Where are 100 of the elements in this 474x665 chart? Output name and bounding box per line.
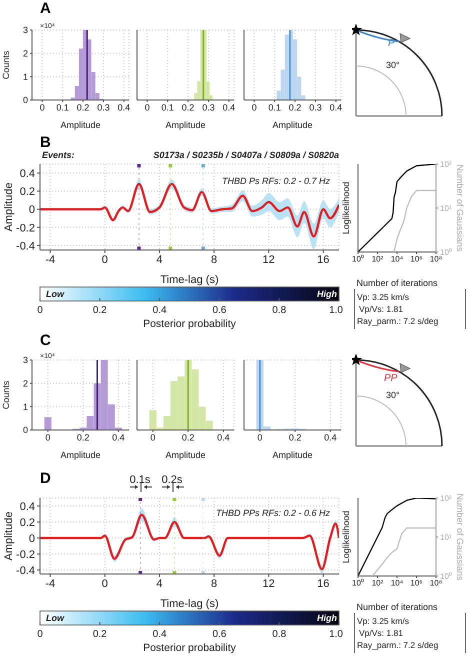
color-bar-label: 0 <box>37 629 44 640</box>
color-bar-label: 1.0 <box>329 305 344 316</box>
y-tick-label: 10¹ <box>440 204 452 213</box>
text: Low <box>46 613 64 624</box>
x-tick-label: 0.2 <box>288 102 302 112</box>
annotation: THBD Ps RFs: 0.2 - 0.7 Hz <box>222 176 330 187</box>
x-axis-title: Time-lag (s) <box>160 274 219 286</box>
y-axis-title: Number of Gaussians <box>454 164 465 252</box>
text: 30° <box>386 390 400 401</box>
y-tick-label: 0.2 <box>20 516 35 529</box>
text: 0.2s <box>162 474 182 487</box>
color-bar-label: 0 <box>37 305 44 316</box>
x-axis-title: Time-lag (s) <box>160 598 219 610</box>
color-bar-label: 0.4 <box>152 629 167 640</box>
y-axis-title: Counts <box>1 380 12 410</box>
y-tick-label: 0 <box>22 425 28 436</box>
color-bar-label: 0.8 <box>272 629 287 640</box>
text: Vp: 3.25 km/s <box>357 292 409 302</box>
x-tick-label: 0 <box>102 578 108 590</box>
x-tick-label: 0 <box>144 102 150 112</box>
y-tick-label: -0.4 <box>16 240 35 252</box>
text: 0.1s <box>130 474 150 487</box>
x-tick-label: 0 <box>45 432 50 442</box>
text: Ray_parm.: 7.2 s/deg <box>357 316 438 326</box>
x-tick-label: 16 <box>317 578 330 590</box>
chart-title: B <box>40 134 51 152</box>
x-tick-label: -4 <box>45 254 56 266</box>
y-tick-label: 0.4 <box>20 168 35 180</box>
y-tick-label: 2 <box>22 48 28 59</box>
color-bar-title: Posterior probability <box>143 642 237 654</box>
text: High <box>317 613 337 624</box>
x-tick-label: 10⁰ <box>352 254 364 264</box>
x-tick-label: 0 <box>252 102 257 112</box>
color-bar-label: 0.6 <box>212 629 227 640</box>
x-tick-label: 0.2 <box>288 432 302 442</box>
color-bar-label: 0.8 <box>272 305 287 316</box>
chart-title: A <box>40 0 51 18</box>
x-tick-label: 0.4 <box>112 432 125 442</box>
text: High <box>317 289 337 300</box>
text: S0173a / S0235b / S0407a / S0809a / S0820a <box>153 150 339 161</box>
x-tick-label: 10⁴ <box>390 578 404 588</box>
y-axis-title: Loglikelihood <box>341 510 352 564</box>
color-bar-label: 0.4 <box>152 305 167 316</box>
y-axis-title: Counts <box>1 50 12 80</box>
x-tick-label: 10⁴ <box>390 254 404 264</box>
x-tick-label: 10⁸ <box>430 578 442 588</box>
x-tick-label: 0.1 <box>161 102 174 112</box>
x-tick-label: 4 <box>156 254 163 266</box>
x-tick-label: 0 <box>150 432 156 442</box>
x-tick-label: 8 <box>211 578 218 590</box>
x-tick-label: 0.4 <box>222 102 236 112</box>
x-tick-label: 0.3 <box>202 102 215 112</box>
x-axis-title: Number of iterations <box>356 278 438 288</box>
text: 30° <box>386 60 400 71</box>
x-tick-label: 12 <box>262 578 275 590</box>
x-tick-label: 0.4 <box>324 432 337 442</box>
color-bar-label: 0.2 <box>92 629 108 640</box>
x-tick-label: 0.3 <box>309 102 322 112</box>
y-tick-label: -0.2 <box>16 222 35 234</box>
x-tick-label: 0.4 <box>217 432 230 442</box>
x-axis-title: Amplitude <box>60 120 101 130</box>
chart-title: C <box>40 332 51 350</box>
x-tick-label: 0.2 <box>182 102 194 112</box>
y-tick-label: 10² <box>440 494 452 503</box>
text: Events: <box>42 150 75 161</box>
y-tick-label: 0 <box>22 95 28 106</box>
x-tick-label: 0.2 <box>76 102 90 112</box>
text: Low <box>46 289 64 300</box>
y-tick-label: -0.4 <box>16 564 35 577</box>
text: Vp/Vs: 1.81 <box>359 304 403 314</box>
x-tick-label: -4 <box>45 578 56 590</box>
x-axis-title: Number of iterations <box>356 602 438 612</box>
y-tick-label: 1 <box>22 72 28 82</box>
y-tick-label: 0.4 <box>20 500 35 513</box>
color-bar-label: 0.6 <box>212 305 227 316</box>
x-axis-title: Amplitude <box>272 450 313 460</box>
color-bar-label: 0.2 <box>92 305 108 316</box>
x-tick-label: 8 <box>211 254 218 266</box>
y-tick-label: 10⁰ <box>440 248 452 257</box>
text: Vp: 3.25 km/s <box>357 616 409 626</box>
x-tick-label: 10⁶ <box>410 254 423 264</box>
x-tick-label: 0.1 <box>268 102 281 112</box>
x-tick-label: 10² <box>372 254 384 264</box>
x-tick-label: 0 <box>40 102 45 112</box>
x-tick-label: 10⁶ <box>410 578 423 588</box>
y-tick-label: 1 <box>22 402 28 412</box>
x-tick-label: 16 <box>317 254 330 266</box>
x-tick-label: 0 <box>257 432 262 442</box>
text: PP <box>384 373 398 385</box>
y-axis-title: Loglikelihood <box>341 182 352 234</box>
y-axis-title: Number of Gaussians <box>454 493 465 582</box>
x-tick-label: 4 <box>156 578 163 590</box>
x-tick-label: 10⁰ <box>352 578 364 588</box>
y-axis-title: Amplitude <box>2 512 15 560</box>
x-axis-title: Amplitude <box>60 450 101 460</box>
y-tick-label: -0.2 <box>16 548 35 561</box>
chart-title: D <box>40 470 51 488</box>
text: Vp/Vs: 1.81 <box>359 628 403 638</box>
y-tick-label: 10¹ <box>440 532 452 542</box>
x-tick-label: 0.4 <box>330 102 342 112</box>
